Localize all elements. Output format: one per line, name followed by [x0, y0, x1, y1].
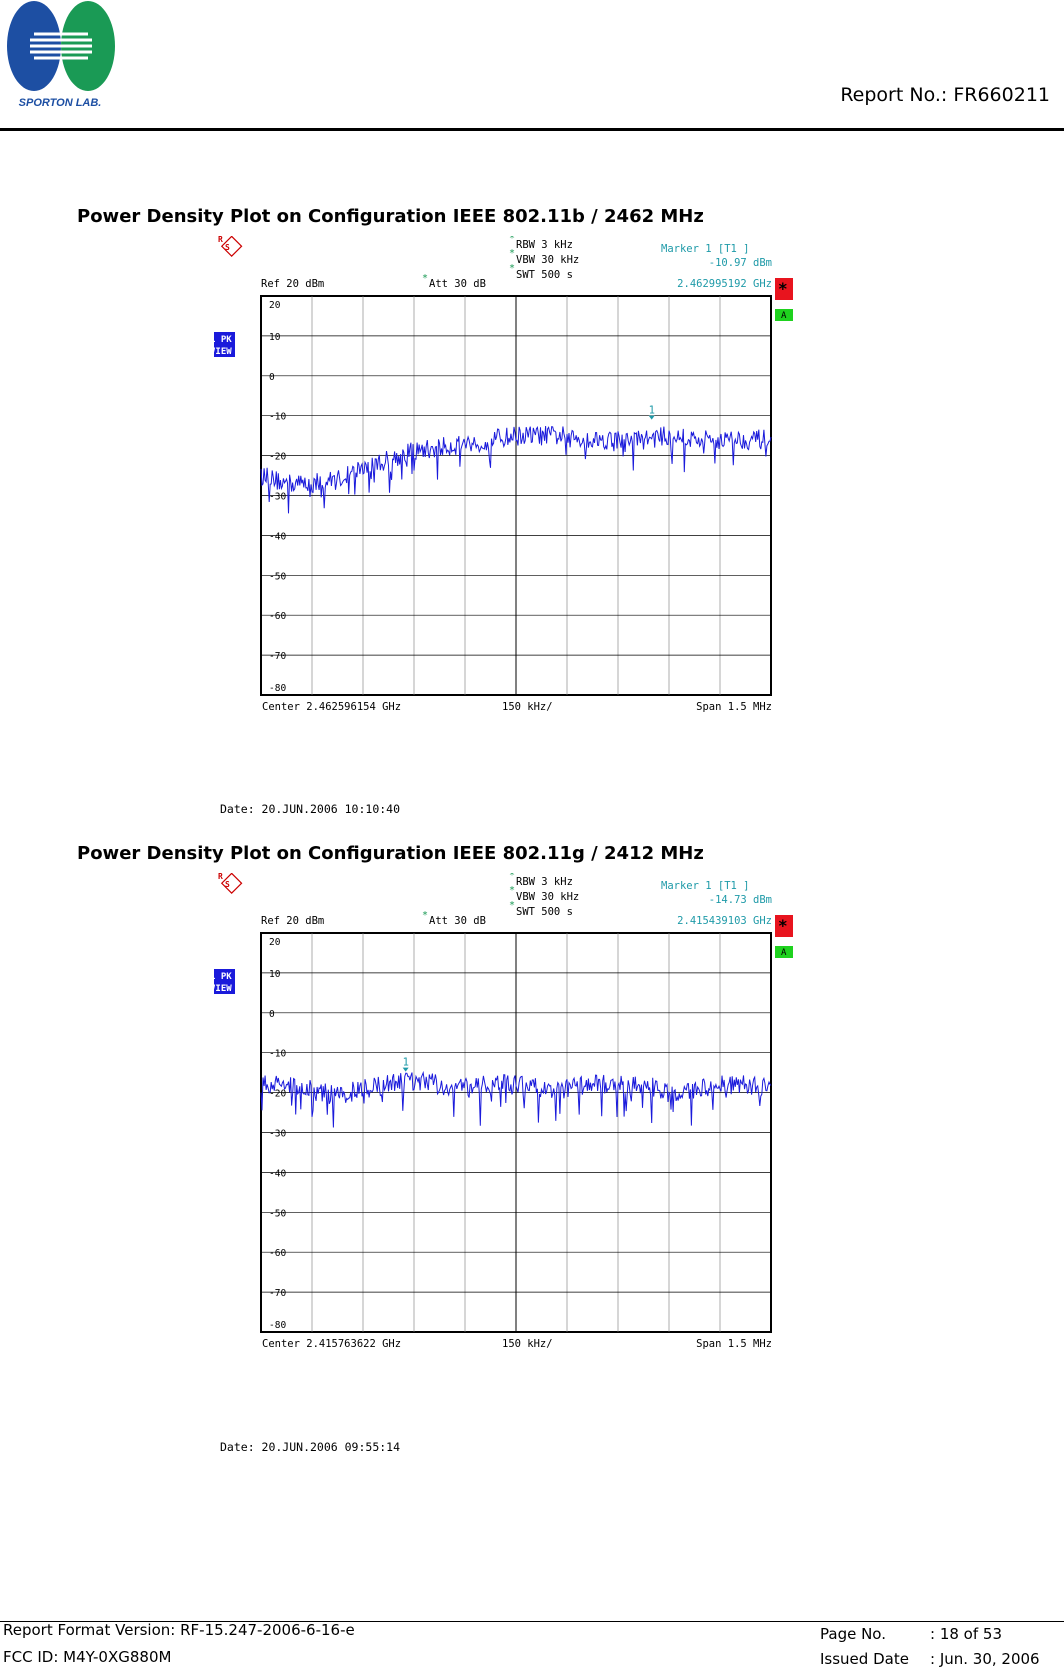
footer-divider — [0, 1621, 1064, 1622]
param-asterisk-0: * — [509, 236, 515, 244]
param-asterisk-0: * — [509, 873, 515, 881]
plot-1-title: Power Density Plot on Configuration IEEE… — [77, 206, 704, 227]
issued-date-value: : Jun. 30, 2006 — [930, 1650, 1040, 1668]
y-tick-label: -50 — [269, 571, 286, 582]
page-no-label: Page No. — [820, 1625, 886, 1643]
div-label: 150 kHz/ — [502, 1338, 553, 1350]
marker-level: -14.73 dBm — [709, 894, 772, 906]
param-asterisk-1: * — [509, 885, 515, 896]
star-badge-text: * — [778, 279, 788, 298]
marker-label: Marker 1 [T1 ] — [661, 880, 750, 892]
y-tick-label: -20 — [269, 452, 286, 463]
y-tick-label: -50 — [269, 1208, 286, 1219]
trace-mode-1: 1 PK — [214, 335, 232, 345]
y-tick-label: -60 — [269, 1248, 286, 1259]
plot-2-date: Date: 20.JUN.2006 09:55:14 — [220, 1440, 401, 1454]
y-tick-label: 0 — [269, 1009, 275, 1020]
rs-logo-r: R — [218, 236, 223, 244]
marker-freq: 2.415439103 GHz — [677, 915, 772, 927]
rbw-label: RBW 3 kHz — [516, 239, 573, 251]
y-tick-label: 20 — [269, 937, 281, 948]
y-tick-label: 0 — [269, 372, 275, 383]
y-tick-label: 10 — [269, 969, 281, 980]
y-tick-label: -70 — [269, 651, 286, 662]
rs-logo-r: R — [218, 873, 223, 881]
y-tick-label: -10 — [269, 1049, 286, 1060]
y-tick-label: -40 — [269, 1168, 286, 1179]
vbw-label: VBW 30 kHz — [516, 254, 579, 266]
star-badge — [775, 278, 793, 300]
plot-2: R S * RBW 3 kHz * VBW 30 kHz * SWT 500 s Ref 20 … — [209, 870, 834, 1413]
param-asterisk-2: * — [509, 900, 515, 911]
y-tick-label: 10 — [269, 332, 281, 343]
y-tick-label: -10 — [269, 412, 286, 423]
att-label: Att 30 dB — [429, 915, 486, 927]
header-divider — [0, 128, 1064, 131]
div-label: 150 kHz/ — [502, 701, 553, 713]
param-asterisk-2: * — [509, 263, 515, 274]
ref-label: Ref 20 dBm — [261, 278, 324, 290]
trace-line — [260, 1070, 772, 1128]
span-label: Span 1.5 MHz — [696, 701, 772, 713]
trace-mode-1: 1 PK — [214, 972, 232, 982]
plot-1: R S * RBW 3 kHz * VBW 30 kHz * SWT 500 s Ref 20 … — [209, 233, 834, 776]
y-tick-label: -30 — [269, 1129, 286, 1140]
report-number: Report No.: FR660211 — [840, 84, 1050, 106]
fcc-id: FCC ID: M4Y-0XG880M — [3, 1648, 172, 1666]
center-label: Center 2.415763622 GHz — [262, 1338, 401, 1350]
y-tick-label: 20 — [269, 300, 281, 311]
vbw-label: VBW 30 kHz — [516, 891, 579, 903]
att-asterisk: * — [422, 273, 428, 284]
y-tick-label: -30 — [269, 492, 286, 503]
trace-mode-badge — [209, 969, 235, 994]
issued-date-label: Issued Date — [820, 1650, 909, 1668]
marker-level: -10.97 dBm — [709, 257, 772, 269]
logo-text: SPORTON LAB. — [19, 97, 102, 109]
marker-number: 1 — [649, 405, 655, 417]
rs-logo-icon: RS — [218, 235, 243, 257]
marker-triangle — [648, 415, 655, 420]
format-version: Report Format Version: RF-15.247-2006-6-… — [3, 1621, 355, 1639]
ref-label: Ref 20 dBm — [261, 915, 324, 927]
span-label: Span 1.5 MHz — [696, 1338, 772, 1350]
rs-logo-diamond — [220, 872, 243, 894]
rs-logo-diamond — [220, 235, 243, 257]
rs-logo-s: S — [225, 880, 230, 889]
rs-logo-s: S — [225, 243, 230, 252]
plot-1-date: Date: 20.JUN.2006 10:10:40 — [220, 802, 401, 816]
param-asterisk-1: * — [509, 248, 515, 259]
rbw-label: RBW 3 kHz — [516, 876, 573, 888]
y-tick-label: -70 — [269, 1288, 286, 1299]
y-tick-label: -80 — [269, 683, 286, 694]
plot-2-title: Power Density Plot on Configuration IEEE… — [77, 843, 704, 864]
att-label: Att 30 dB — [429, 278, 486, 290]
a-badge — [775, 946, 793, 958]
star-badge — [775, 915, 793, 937]
att-asterisk: * — [422, 910, 428, 921]
trace-mode-badge — [209, 332, 235, 357]
page-no-value: : 18 of 53 — [930, 1625, 1002, 1643]
marker-number: 1 — [403, 1057, 409, 1069]
swt-label: SWT 500 s — [516, 269, 573, 281]
y-tick-label: -60 — [269, 611, 286, 622]
star-badge-text: * — [778, 916, 788, 935]
marker-label: Marker 1 [T1 ] — [661, 243, 750, 255]
center-label: Center 2.462596154 GHz — [262, 701, 401, 713]
sporton-logo: SPORTON LAB. — [7, 1, 115, 109]
a-badge-text: A — [781, 948, 787, 958]
y-tick-label: -40 — [269, 531, 286, 542]
trace-line — [260, 425, 772, 514]
trace-mode-2: VIEW — [214, 347, 232, 357]
a-badge-text: A — [781, 311, 787, 321]
marker-freq: 2.462995192 GHz — [677, 278, 772, 290]
swt-label: SWT 500 s — [516, 906, 573, 918]
y-tick-label: -20 — [269, 1089, 286, 1100]
rs-logo-icon: RS — [218, 872, 243, 894]
trace-mode-2: VIEW — [214, 984, 232, 994]
a-badge — [775, 309, 793, 321]
y-tick-label: -80 — [269, 1320, 286, 1331]
marker-triangle — [402, 1067, 409, 1072]
